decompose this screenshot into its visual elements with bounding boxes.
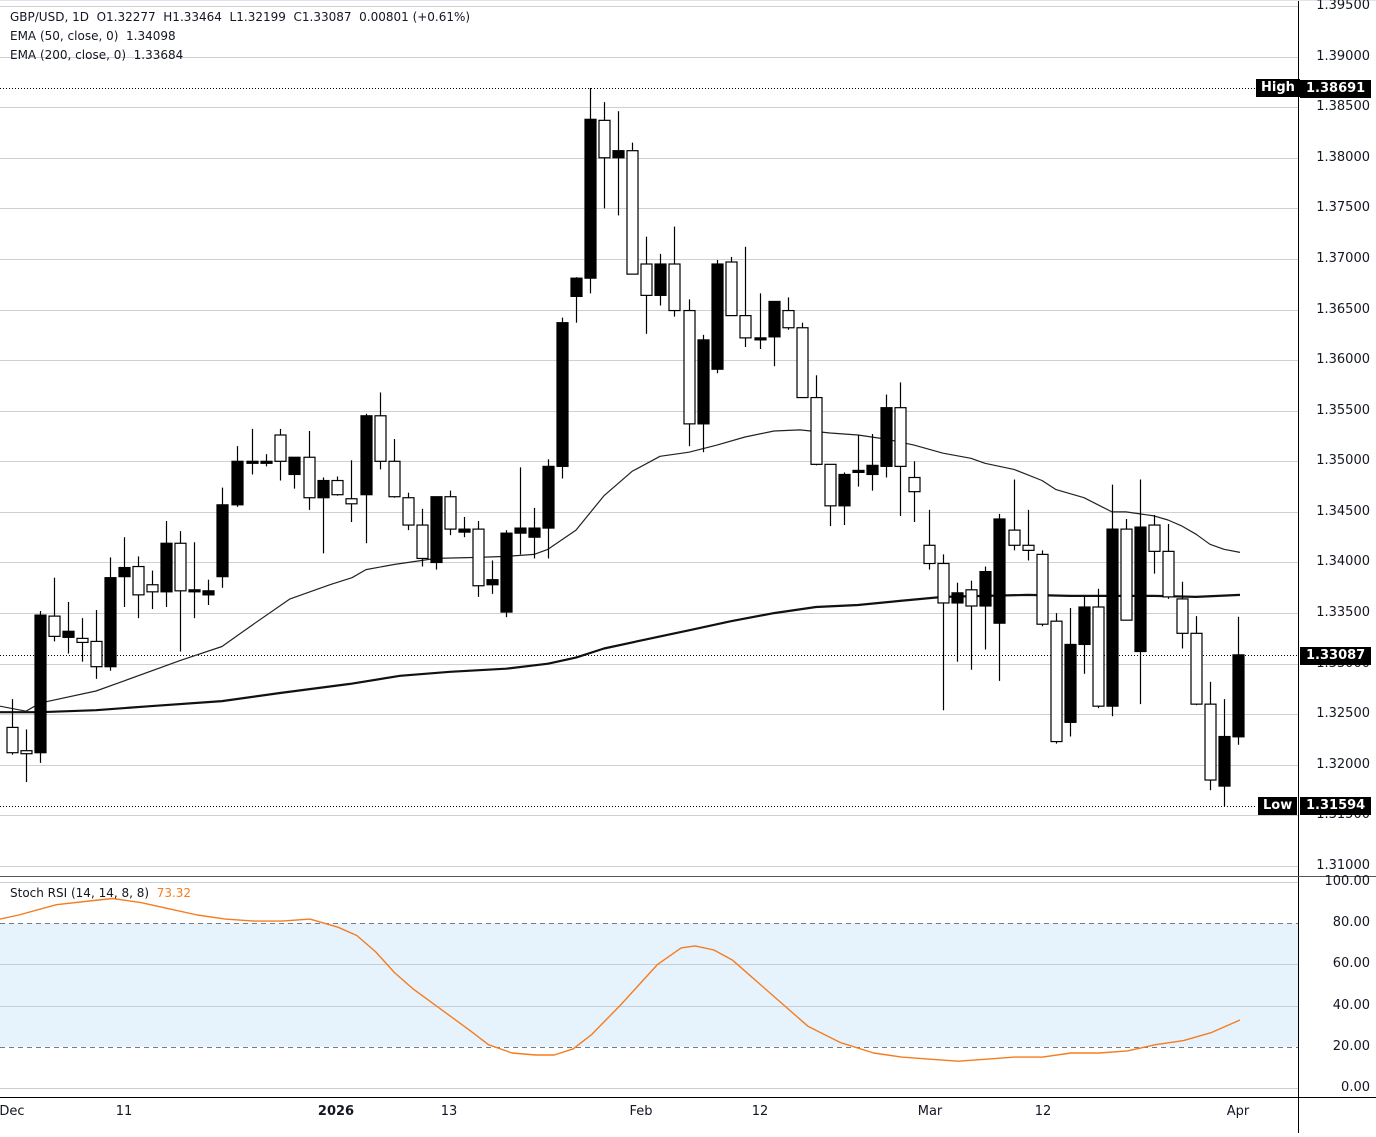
price-tick-label: 1.39500 xyxy=(1316,0,1370,13)
price-tick-label: 1.35000 xyxy=(1316,453,1370,469)
price-tick-label: 1.37500 xyxy=(1316,200,1370,216)
stoch-rsi-value: 73.32 xyxy=(156,886,192,900)
stoch-rsi-line xyxy=(0,897,1241,1062)
last-price-tag: 1.33087 xyxy=(1300,647,1372,665)
price-tick-label: 1.33500 xyxy=(1316,605,1370,621)
time-tick-label: 2026 xyxy=(317,1104,355,1119)
time-tick-label: Mar xyxy=(917,1104,943,1119)
rsi-tick-label: 80.00 xyxy=(1332,915,1370,931)
ema50-legend: EMA (50, close, 0) 1.34098 xyxy=(10,29,176,43)
rsi-tick-label: 100.00 xyxy=(1324,874,1371,889)
ema200-line xyxy=(0,593,1241,714)
price-grid xyxy=(0,6,1298,867)
time-tick-label: 13 xyxy=(440,1104,458,1119)
price-tick-label: 1.38000 xyxy=(1316,149,1370,165)
price-tick-label: 1.32000 xyxy=(1316,756,1370,772)
low-value-tag: 1.31594 xyxy=(1300,797,1372,815)
rsi-tick-label: 0.00 xyxy=(1341,1080,1370,1095)
time-tick-label: Feb xyxy=(629,1104,653,1119)
price-tick-label: 1.35500 xyxy=(1316,402,1370,418)
high-value-tag: 1.38691 xyxy=(1300,80,1372,98)
time-tick-label: Apr xyxy=(1226,1104,1250,1119)
rsi-tick-label: 40.00 xyxy=(1332,997,1370,1013)
ema200-legend: EMA (200, close, 0) 1.33684 xyxy=(10,48,184,62)
price-tick-label: 1.38500 xyxy=(1316,99,1370,115)
rsi-tick-label: 20.00 xyxy=(1332,1038,1370,1054)
time-tick-label: Dec xyxy=(0,1104,25,1119)
ema50-line xyxy=(0,429,1241,712)
price-tick-label: 1.39000 xyxy=(1316,48,1370,64)
symbol-ohlc-legend: GBP/USD, 1D O1.32277 H1.33464 L1.32199 C… xyxy=(10,10,471,24)
candlestick-series xyxy=(6,87,1245,807)
rsi-grid xyxy=(0,882,1298,1089)
stoch-rsi-title: Stoch RSI (14, 14, 8, 8) xyxy=(10,886,150,900)
price-tick-label: 1.34000 xyxy=(1316,554,1370,570)
high-label-tag: High xyxy=(1256,79,1300,97)
time-tick-label: 12 xyxy=(751,1104,769,1119)
time-tick-label: 11 xyxy=(115,1104,133,1119)
rsi-tick-label: 60.00 xyxy=(1332,956,1370,972)
price-tick-label: 1.31000 xyxy=(1316,858,1370,874)
price-tick-label: 1.34500 xyxy=(1316,503,1370,519)
low-label-tag: Low xyxy=(1258,797,1298,815)
price-tick-label: 1.37000 xyxy=(1316,250,1370,266)
time-tick-label: 12 xyxy=(1034,1104,1052,1119)
price-tick-label: 1.32500 xyxy=(1316,706,1370,722)
stoch-rsi-legend: Stoch RSI (14, 14, 8, 8) 73.32 xyxy=(10,886,191,900)
price-tick-label: 1.36000 xyxy=(1316,352,1370,368)
price-tick-label: 1.36500 xyxy=(1316,301,1370,317)
